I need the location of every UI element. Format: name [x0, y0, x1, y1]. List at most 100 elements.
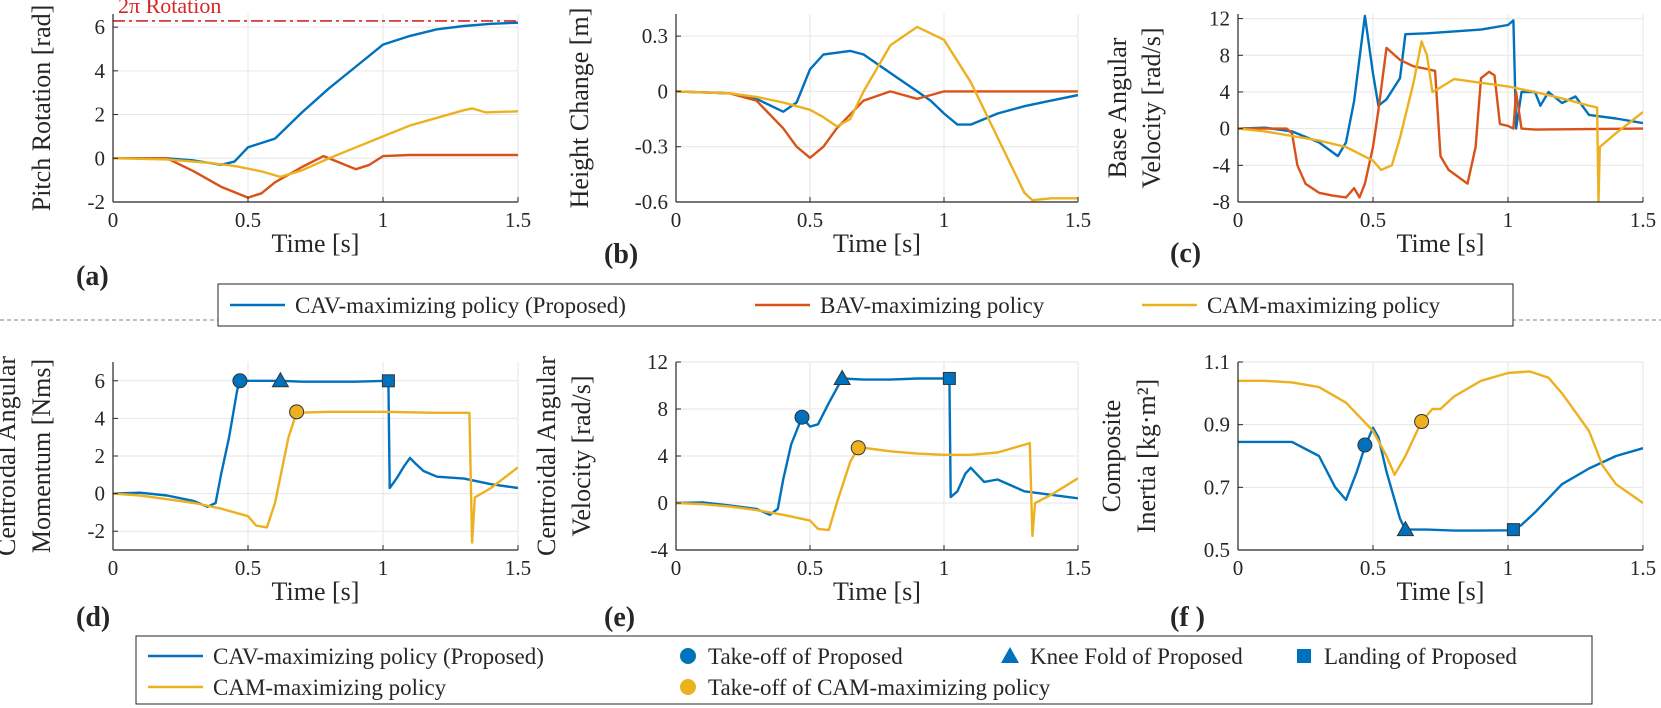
x-axis-label: Time [s] — [272, 229, 360, 258]
y-tick-label: 0 — [1220, 117, 1231, 141]
panel-label-c: (c) — [1170, 238, 1201, 269]
y-tick-label: 6 — [95, 15, 106, 39]
x-tick-label: 0 — [108, 208, 119, 232]
rotation-reference-label: 2π Rotation — [118, 0, 221, 18]
y-tick-label: 0 — [95, 146, 106, 170]
x-tick-label: 0 — [671, 556, 682, 580]
x-axis-label: Time [s] — [1397, 229, 1485, 258]
y-axis-label: Base Angular — [1103, 37, 1132, 178]
marker-triangle-cav — [1396, 520, 1415, 537]
y-tick-label: 0.9 — [1204, 413, 1230, 437]
marker-circle-cam — [850, 440, 866, 456]
x-tick-label: 0 — [1233, 208, 1244, 232]
legend-swatch-triangle-cav — [1001, 647, 1019, 663]
y-tick-label: -0.3 — [635, 135, 668, 159]
x-axis-label: Time [s] — [272, 577, 360, 606]
plot-area-c — [1238, 14, 1643, 202]
x-tick-label: 1 — [1503, 556, 1514, 580]
x-tick-label: 1.5 — [1065, 208, 1091, 232]
series-line-cam — [676, 25, 1078, 202]
x-tick-label: 0.5 — [235, 208, 261, 232]
legend-swatch-square-cav — [1297, 649, 1311, 663]
panel-label-d: (d) — [76, 602, 110, 633]
x-tick-label: 1 — [378, 556, 389, 580]
legend-label-cav: CAV-maximizing policy (Proposed) — [295, 293, 626, 318]
y-axis-label: Pitch Rotation [rad] — [27, 5, 56, 212]
x-tick-label: 1.5 — [505, 208, 531, 232]
x-tick-label: 1 — [1503, 208, 1514, 232]
y-tick-label: 12 — [1209, 7, 1230, 31]
x-tick-label: 1 — [939, 556, 950, 580]
y-tick-label: 8 — [1220, 43, 1231, 67]
legend-label-line-cam: CAM-maximizing policy — [213, 675, 447, 700]
marker-circle-cav — [1357, 437, 1373, 453]
y-tick-label: 2 — [95, 103, 106, 127]
x-axis-label: Time [s] — [833, 229, 921, 258]
y-axis-label: Height Change [m] — [565, 8, 594, 209]
plot-area-b — [676, 25, 1078, 202]
legend-label-circle-cam: Take-off of CAM-maximizing policy — [708, 675, 1051, 700]
y-tick-label: 12 — [647, 350, 668, 374]
series-line-cav — [676, 377, 1078, 516]
x-tick-label: 0.5 — [1360, 208, 1386, 232]
x-tick-label: 0 — [108, 556, 119, 580]
x-axis-label: Time [s] — [1397, 577, 1485, 606]
legend-label-circle-cav: Take-off of Proposed — [708, 644, 903, 669]
y-tick-label: -4 — [1213, 153, 1231, 177]
x-tick-label: 1.5 — [505, 556, 531, 580]
series-line-cav — [676, 49, 1078, 126]
y-tick-label: 4 — [95, 59, 106, 83]
panel-label-f: (f ) — [1170, 602, 1205, 633]
x-tick-label: 0.5 — [235, 556, 261, 580]
plot-area-d — [113, 379, 518, 544]
y-tick-label: -8 — [1213, 190, 1231, 214]
panel-label-e: (e) — [604, 602, 635, 633]
series-line-bav — [113, 153, 518, 199]
y-tick-label: 0 — [658, 491, 669, 515]
y-tick-label: 6 — [95, 369, 106, 393]
marker-triangle-cav — [833, 369, 852, 385]
x-tick-label: 1.5 — [1630, 556, 1656, 580]
legend-bottom-box — [135, 635, 1593, 705]
series-line-bav — [676, 90, 1078, 159]
series-line-cam — [1238, 40, 1643, 202]
y-tick-label: 1.1 — [1204, 350, 1230, 374]
panel-c: 0 0.5 1 1.5 -8 -4 0 4 8 12 Time [s] Base Angular Vel… — [1103, 7, 1656, 269]
y-tick-label: 4 — [95, 406, 106, 430]
marker-circle-cav — [794, 409, 810, 425]
x-tick-label: 0 — [1233, 556, 1244, 580]
marker-circle-cam — [1414, 414, 1430, 430]
y-tick-label: 0.3 — [642, 24, 668, 48]
x-tick-label: 0.5 — [1360, 556, 1386, 580]
y-tick-label: -2 — [88, 519, 106, 543]
plot-area-a — [113, 21, 518, 199]
panel-label-b: (b) — [604, 239, 638, 270]
legend-label-line-cav: CAV-maximizing policy (Proposed) — [213, 644, 544, 669]
y-axis-label: Composite — [1097, 400, 1126, 513]
y-tick-label: -0.6 — [635, 190, 668, 214]
marker-triangle-cav — [271, 371, 290, 388]
y-tick-label: 2 — [95, 444, 106, 468]
y-tick-label: 4 — [658, 444, 669, 468]
legend-bottom: CAV-maximizing policy (Proposed) Take-off… — [135, 635, 1593, 705]
legend-label-square-cav: Landing of Proposed — [1324, 644, 1517, 669]
series-line-bav — [1238, 46, 1643, 199]
y-axis-label: Velocity [rad/s] — [567, 375, 596, 536]
panel-b: 0 0.5 1 1.5 -0.6 -0.3 0 0.3 Time [s] Height Chang… — [565, 8, 1091, 270]
x-tick-label: 1.5 — [1065, 556, 1091, 580]
marker-square-cav — [1506, 523, 1520, 537]
y-tick-label: 0.7 — [1204, 475, 1230, 499]
legend-top: CAV-maximizing policy (Proposed) BAV-maxi… — [217, 283, 1514, 327]
series-line-cam — [113, 410, 518, 544]
series-line-cam — [113, 107, 518, 179]
y-axis-label: Centroidal Angular — [532, 356, 561, 556]
y-axis-label: Velocity [rad/s] — [1137, 27, 1166, 188]
legend-top-box — [217, 283, 1514, 327]
x-tick-label: 1 — [939, 208, 950, 232]
